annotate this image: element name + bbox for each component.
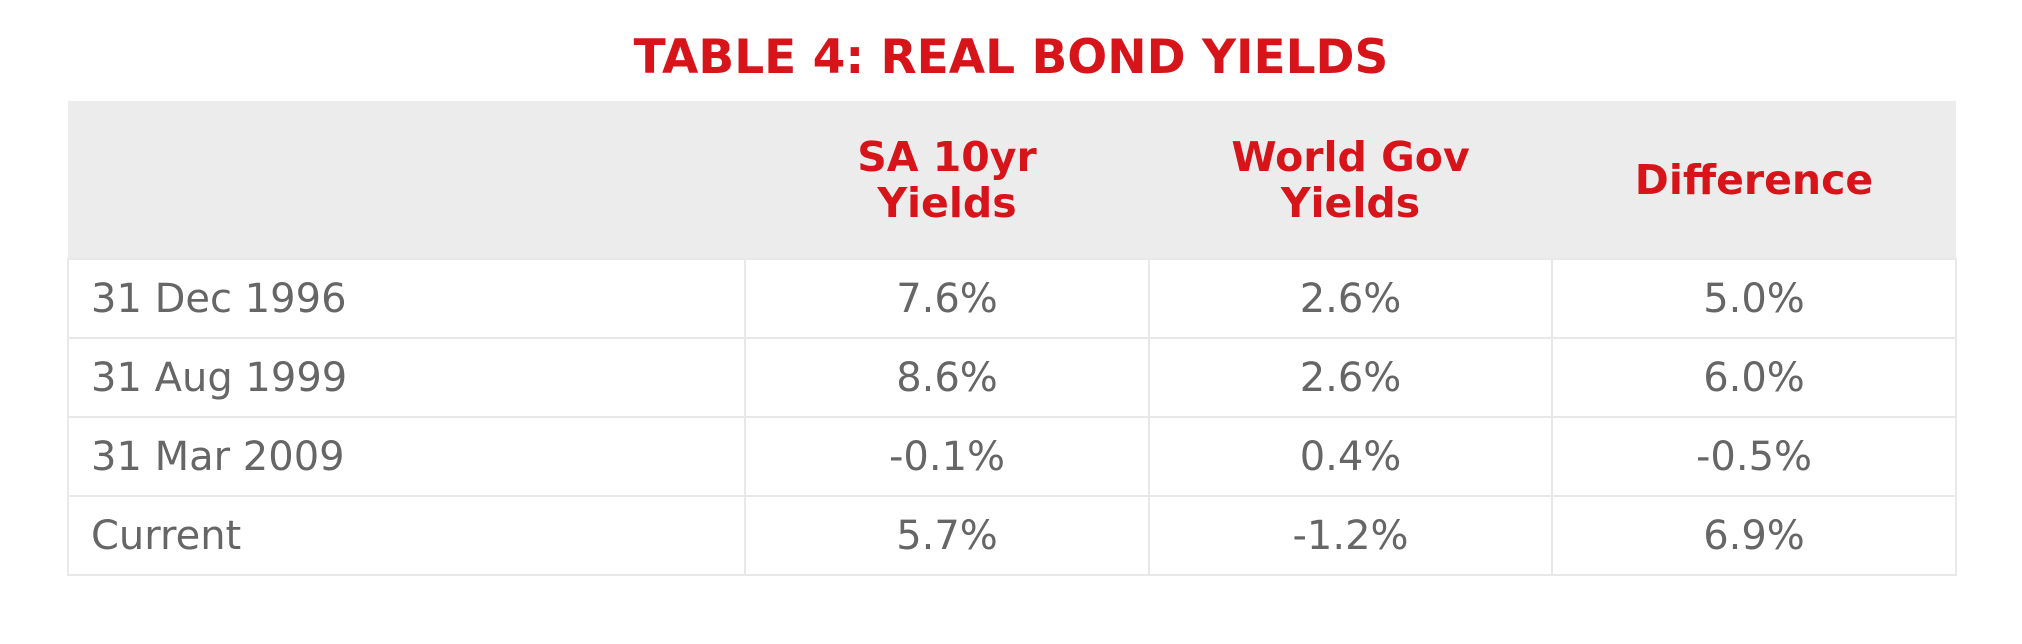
table-row: 31 Dec 1996 7.6% 2.6% 5.0% xyxy=(67,258,1957,339)
value-cell: 5.7% xyxy=(744,495,1150,576)
value-cell: 0.4% xyxy=(1148,416,1553,497)
table-row: Current 5.7% -1.2% 6.9% xyxy=(67,495,1957,576)
value-cell: 8.6% xyxy=(744,337,1150,418)
row-label: Current xyxy=(67,495,746,576)
header-text: Difference xyxy=(1634,155,1874,204)
row-label: 31 Aug 1999 xyxy=(67,337,746,418)
row-label: 31 Dec 1996 xyxy=(67,258,746,339)
header-text: World Gov Yields xyxy=(1231,132,1470,227)
header-cell: Difference xyxy=(1552,101,1956,259)
table-title: TABLE 4: REAL BOND YIELDS xyxy=(633,30,1389,85)
header-row: SA 10yr Yields World Gov Yields Difference xyxy=(68,101,1956,259)
table-header: SA 10yr Yields World Gov Yields Difference xyxy=(68,101,1956,259)
value-cell: 5.0% xyxy=(1551,258,1957,339)
value-cell: 6.9% xyxy=(1551,495,1957,576)
header-text: SA 10yr Yields xyxy=(857,132,1037,227)
value-cell: 7.6% xyxy=(744,258,1150,339)
table-row: 31 Mar 2009 -0.1% 0.4% -0.5% xyxy=(67,416,1957,497)
row-label: 31 Mar 2009 xyxy=(67,416,746,497)
header-cell xyxy=(68,101,745,259)
header-cell: World Gov Yields xyxy=(1149,101,1552,259)
value-cell: -1.2% xyxy=(1148,495,1553,576)
value-cell: 2.6% xyxy=(1148,258,1553,339)
table-body: 31 Dec 1996 7.6% 2.6% 5.0% 31 Aug 1999 8.6% 2.… xyxy=(67,258,1957,576)
value-cell: -0.1% xyxy=(744,416,1150,497)
table-row: 31 Aug 1999 8.6% 2.6% 6.0% xyxy=(67,337,1957,418)
yields-table: SA 10yr Yields World Gov Yields Difference… xyxy=(67,101,1957,576)
value-cell: -0.5% xyxy=(1551,416,1957,497)
value-cell: 2.6% xyxy=(1148,337,1553,418)
value-cell: 6.0% xyxy=(1551,337,1957,418)
header-cell: SA 10yr Yields xyxy=(745,101,1149,259)
